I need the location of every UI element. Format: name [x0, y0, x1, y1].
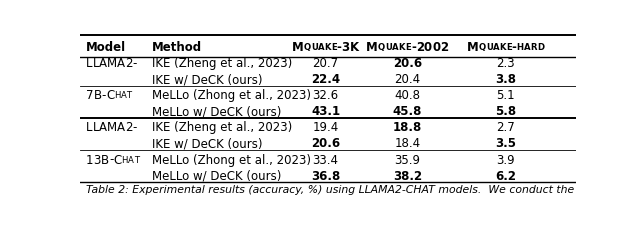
Text: A: A — [318, 43, 324, 52]
Text: 22.4: 22.4 — [311, 73, 340, 86]
Text: A: A — [524, 43, 531, 52]
Text: 40.8: 40.8 — [394, 89, 420, 102]
Text: T: T — [127, 91, 132, 100]
Text: Q: Q — [304, 43, 311, 52]
Text: L: L — [92, 57, 99, 70]
Text: Table 2: Experimental results (accuracy, %) using LLAMA2-CHAT models.  We conduc: Table 2: Experimental results (accuracy,… — [86, 185, 574, 195]
Text: -: - — [132, 121, 137, 134]
Text: 20.6: 20.6 — [393, 57, 422, 70]
Text: K: K — [399, 43, 405, 52]
Text: A: A — [99, 121, 107, 134]
Text: 3.8: 3.8 — [495, 73, 516, 86]
Text: -: - — [337, 41, 342, 54]
Text: 3.5: 3.5 — [495, 137, 516, 150]
Text: E: E — [405, 43, 411, 52]
Text: IKE w/ DeCK (ours): IKE w/ DeCK (ours) — [152, 137, 262, 150]
Text: -: - — [132, 57, 137, 70]
Text: IKE (Zheng et al., 2023): IKE (Zheng et al., 2023) — [152, 57, 292, 70]
Text: 35.9: 35.9 — [394, 154, 420, 167]
Text: K: K — [324, 43, 331, 52]
Text: 2: 2 — [416, 41, 424, 54]
Text: 5.8: 5.8 — [495, 105, 516, 118]
Text: M: M — [107, 121, 117, 134]
Text: 20.6: 20.6 — [311, 137, 340, 150]
Text: 18.8: 18.8 — [393, 121, 422, 134]
Text: A: A — [117, 121, 125, 134]
Text: 2.3: 2.3 — [496, 57, 515, 70]
Text: 33.4: 33.4 — [312, 154, 339, 167]
Text: R: R — [531, 43, 537, 52]
Text: 45.8: 45.8 — [393, 105, 422, 118]
Text: 5.1: 5.1 — [496, 89, 515, 102]
Text: MeLLo (Zhong et al., 2023): MeLLo (Zhong et al., 2023) — [152, 154, 311, 167]
Text: 19.4: 19.4 — [312, 121, 339, 134]
Text: C: C — [113, 154, 122, 167]
Text: A: A — [99, 57, 107, 70]
Text: M: M — [467, 41, 479, 54]
Text: L: L — [86, 121, 92, 134]
Text: Method: Method — [152, 41, 202, 54]
Text: K: K — [350, 41, 359, 54]
Text: 3: 3 — [93, 154, 101, 167]
Text: U: U — [385, 43, 392, 52]
Text: H: H — [122, 155, 128, 164]
Text: 36.8: 36.8 — [311, 170, 340, 182]
Text: 38.2: 38.2 — [393, 170, 422, 182]
Text: 20.7: 20.7 — [312, 57, 339, 70]
Text: M: M — [292, 41, 304, 54]
Text: Q: Q — [378, 43, 385, 52]
Text: H: H — [516, 43, 524, 52]
Text: -: - — [109, 154, 113, 167]
Text: IKE w/ DeCK (ours): IKE w/ DeCK (ours) — [152, 73, 262, 86]
Text: MeLLo w/ DeCK (ours): MeLLo w/ DeCK (ours) — [152, 105, 282, 118]
Text: U: U — [311, 43, 318, 52]
Text: 0: 0 — [424, 41, 432, 54]
Text: 2: 2 — [125, 121, 132, 134]
Text: A: A — [120, 91, 127, 100]
Text: 18.4: 18.4 — [394, 137, 420, 150]
Text: 0: 0 — [432, 41, 440, 54]
Text: MeLLo (Zhong et al., 2023): MeLLo (Zhong et al., 2023) — [152, 89, 311, 102]
Text: E: E — [506, 43, 512, 52]
Text: 3.9: 3.9 — [496, 154, 515, 167]
Text: M: M — [107, 57, 117, 70]
Text: A: A — [128, 155, 134, 164]
Text: 32.6: 32.6 — [312, 89, 339, 102]
Text: A: A — [493, 43, 499, 52]
Text: M: M — [366, 41, 378, 54]
Text: H: H — [114, 91, 120, 100]
Text: 20.4: 20.4 — [394, 73, 420, 86]
Text: Q: Q — [479, 43, 486, 52]
Text: L: L — [86, 57, 92, 70]
Text: 6.2: 6.2 — [495, 170, 516, 182]
Text: U: U — [486, 43, 493, 52]
Text: IKE (Zheng et al., 2023): IKE (Zheng et al., 2023) — [152, 121, 292, 134]
Text: B: B — [93, 89, 102, 102]
Text: 3: 3 — [342, 41, 350, 54]
Text: Model: Model — [86, 41, 126, 54]
Text: B: B — [101, 154, 109, 167]
Text: K: K — [499, 43, 506, 52]
Text: -: - — [411, 41, 416, 54]
Text: E: E — [331, 43, 337, 52]
Text: C: C — [106, 89, 114, 102]
Text: -: - — [102, 89, 106, 102]
Text: A: A — [392, 43, 399, 52]
Text: 2.7: 2.7 — [496, 121, 515, 134]
Text: T: T — [134, 155, 139, 164]
Text: D: D — [537, 43, 544, 52]
Text: MeLLo w/ DeCK (ours): MeLLo w/ DeCK (ours) — [152, 170, 282, 182]
Text: A: A — [117, 57, 125, 70]
Text: 2: 2 — [125, 57, 132, 70]
Text: 43.1: 43.1 — [311, 105, 340, 118]
Text: L: L — [92, 121, 99, 134]
Text: -: - — [512, 41, 516, 54]
Text: 1: 1 — [86, 154, 93, 167]
Text: 2: 2 — [440, 41, 449, 54]
Text: 7: 7 — [86, 89, 93, 102]
